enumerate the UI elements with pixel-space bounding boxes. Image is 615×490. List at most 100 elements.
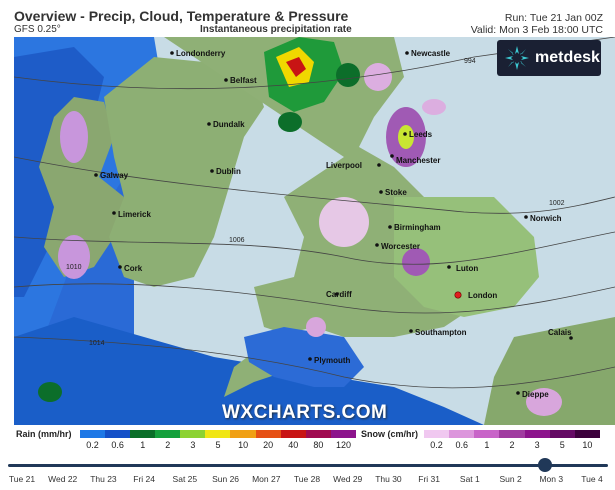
timeline-day-label[interactable]: Thu 23 <box>90 474 117 484</box>
isobar-line <box>14 336 615 389</box>
city-label: Dundalk <box>213 120 245 129</box>
rain-scale-tick-label: 120 <box>335 440 351 450</box>
isobar-label: 1014 <box>89 340 105 347</box>
chart-subtitle: Instantaneous precipitation rate <box>200 24 352 35</box>
rain-heavy-spot-3 <box>38 382 62 402</box>
isobar-line <box>14 156 615 214</box>
rain-heavy-spot-1 <box>278 112 302 132</box>
timeline-day-label[interactable]: Tue 21 <box>8 474 36 484</box>
rain-color-scale <box>80 430 356 438</box>
timeline-day-label[interactable]: Sat 25 <box>172 474 198 484</box>
snow-legend-label: Snow (cm/hr) <box>361 429 419 439</box>
rain-scale-tick-label: 0.2 <box>86 440 99 450</box>
snow-cotswolds <box>402 248 430 276</box>
rain-extreme-core <box>286 57 306 77</box>
rain-scale-swatch <box>330 430 356 438</box>
metdesk-logo-icon <box>505 46 529 70</box>
rain-scale-tick-label: 80 <box>313 440 324 450</box>
snow-scale-tick-label: 2 <box>509 440 515 450</box>
rain-scale-swatch <box>155 430 181 438</box>
rain-scale-tick-label: 3 <box>190 440 196 450</box>
timeline-day-label[interactable]: Tue 28 <box>293 474 321 484</box>
rain-scale-tick-label: 5 <box>215 440 221 450</box>
city-label: Calais <box>548 328 572 337</box>
city-markers: Londonderry Belfast Newcastle Dundalk Le… <box>94 49 573 399</box>
timeline-handle[interactable] <box>538 458 552 472</box>
city-label: Worcester <box>381 242 420 251</box>
timeline-day-label[interactable]: Wed 29 <box>333 474 363 484</box>
city-label: Cork <box>124 264 143 273</box>
timeline-day-label[interactable]: Sun 2 <box>499 474 522 484</box>
timeline-day-label[interactable]: Thu 30 <box>375 474 402 484</box>
isobar-label: 1010 <box>66 264 82 271</box>
metdesk-logo-text: metdesk <box>535 49 600 66</box>
weather-map[interactable]: 994 1002 1006 1010 1014 Londonderry Belf… <box>14 37 615 425</box>
snow-scale-tick-label: 3 <box>534 440 540 450</box>
valid-time-label: Valid: Mon 3 Feb 18:00 UTC <box>470 24 603 36</box>
snow-north-sea <box>364 63 392 91</box>
model-label: GFS 0.25° <box>14 24 61 35</box>
isobar-line <box>14 283 615 314</box>
timeline-day-label[interactable]: Sat 1 <box>459 474 480 484</box>
rain-cornwall <box>244 327 364 387</box>
snow-scale-tick-label: 5 <box>559 440 565 450</box>
land-england-east <box>394 197 539 317</box>
run-label: Run: Tue 21 Jan 00Z <box>504 12 603 24</box>
city-label: Leeds <box>409 130 433 139</box>
isobar-label: 994 <box>464 58 476 65</box>
rain-scale-swatch <box>180 430 206 438</box>
timeline-day-label[interactable]: Mon 3 <box>539 474 564 484</box>
chart-title: Overview - Precip, Cloud, Temperature & … <box>14 8 349 24</box>
land-ireland <box>104 57 264 287</box>
snow-normandy <box>526 388 562 416</box>
city-label: London <box>468 291 497 300</box>
rain-scale-swatch <box>205 430 231 438</box>
city-label: Stoke <box>385 188 407 197</box>
timeline-track[interactable] <box>8 464 608 467</box>
city-label: Liverpool <box>326 161 362 170</box>
land-france <box>484 317 615 425</box>
city-label: Belfast <box>230 76 257 85</box>
timeline-day-label[interactable]: Sun 26 <box>212 474 240 484</box>
chart-header: Overview - Precip, Cloud, Temperature & … <box>0 0 615 36</box>
city-label: Birmingham <box>394 223 441 232</box>
snow-scale-swatch <box>499 430 525 438</box>
wxcharts-watermark: WXCHARTS.COM <box>222 402 388 423</box>
city-label: Cardiff <box>326 290 352 299</box>
legend: Rain (mm/hr) 0.2 0.6 1 2 3 5 10 20 40 80 120 Snow … <box>14 426 604 454</box>
isobars <box>14 37 615 389</box>
snow-scale-swatch <box>474 430 500 438</box>
rain-scale-swatch <box>280 430 306 438</box>
snow-pennines-core <box>398 125 414 149</box>
city-label: Newcastle <box>411 49 451 58</box>
timeline-day-label[interactable]: Tue 4 <box>581 474 603 484</box>
metdesk-logo: metdesk <box>497 40 601 76</box>
city-label: Londonderry <box>176 49 226 58</box>
city-label: Plymouth <box>314 356 351 365</box>
snow-scale-swatch <box>549 430 575 438</box>
rain-scale-swatch <box>105 430 131 438</box>
rain-scale-tick-label: 20 <box>263 440 274 450</box>
rain-scale-swatch <box>130 430 156 438</box>
timeline-day-label[interactable]: Mon 27 <box>252 474 281 484</box>
snow-scale-tick-label: 0.6 <box>455 440 468 450</box>
timeline[interactable]: Tue 21 Wed 22 Thu 23 Fri 24 Sat 25 Sun 26 Mon … <box>0 458 615 490</box>
city-label: Southampton <box>415 328 467 337</box>
rain-scale-swatch <box>305 430 331 438</box>
rain-scale-tick-label: 2 <box>165 440 171 450</box>
snow-yorkshire <box>422 99 446 115</box>
timeline-day-label[interactable]: Wed 22 <box>48 474 78 484</box>
rain-scale-tick-label: 40 <box>288 440 299 450</box>
timeline-day-label[interactable]: Fri 31 <box>418 474 441 484</box>
snow-scale-swatch <box>424 430 450 438</box>
snow-scale-tick-label: 1 <box>484 440 490 450</box>
isobar-line <box>14 37 615 90</box>
rain-scale-swatch <box>230 430 256 438</box>
timeline-day-label[interactable]: Fri 24 <box>133 474 156 484</box>
snow-kerry <box>58 235 90 279</box>
rain-heavy-spot-2 <box>336 63 360 87</box>
city-label: Dieppe <box>522 390 549 399</box>
snow-color-scale <box>424 430 600 438</box>
rain-scale-swatch <box>80 430 106 438</box>
rain-scale-tick-label: 1 <box>140 440 146 450</box>
